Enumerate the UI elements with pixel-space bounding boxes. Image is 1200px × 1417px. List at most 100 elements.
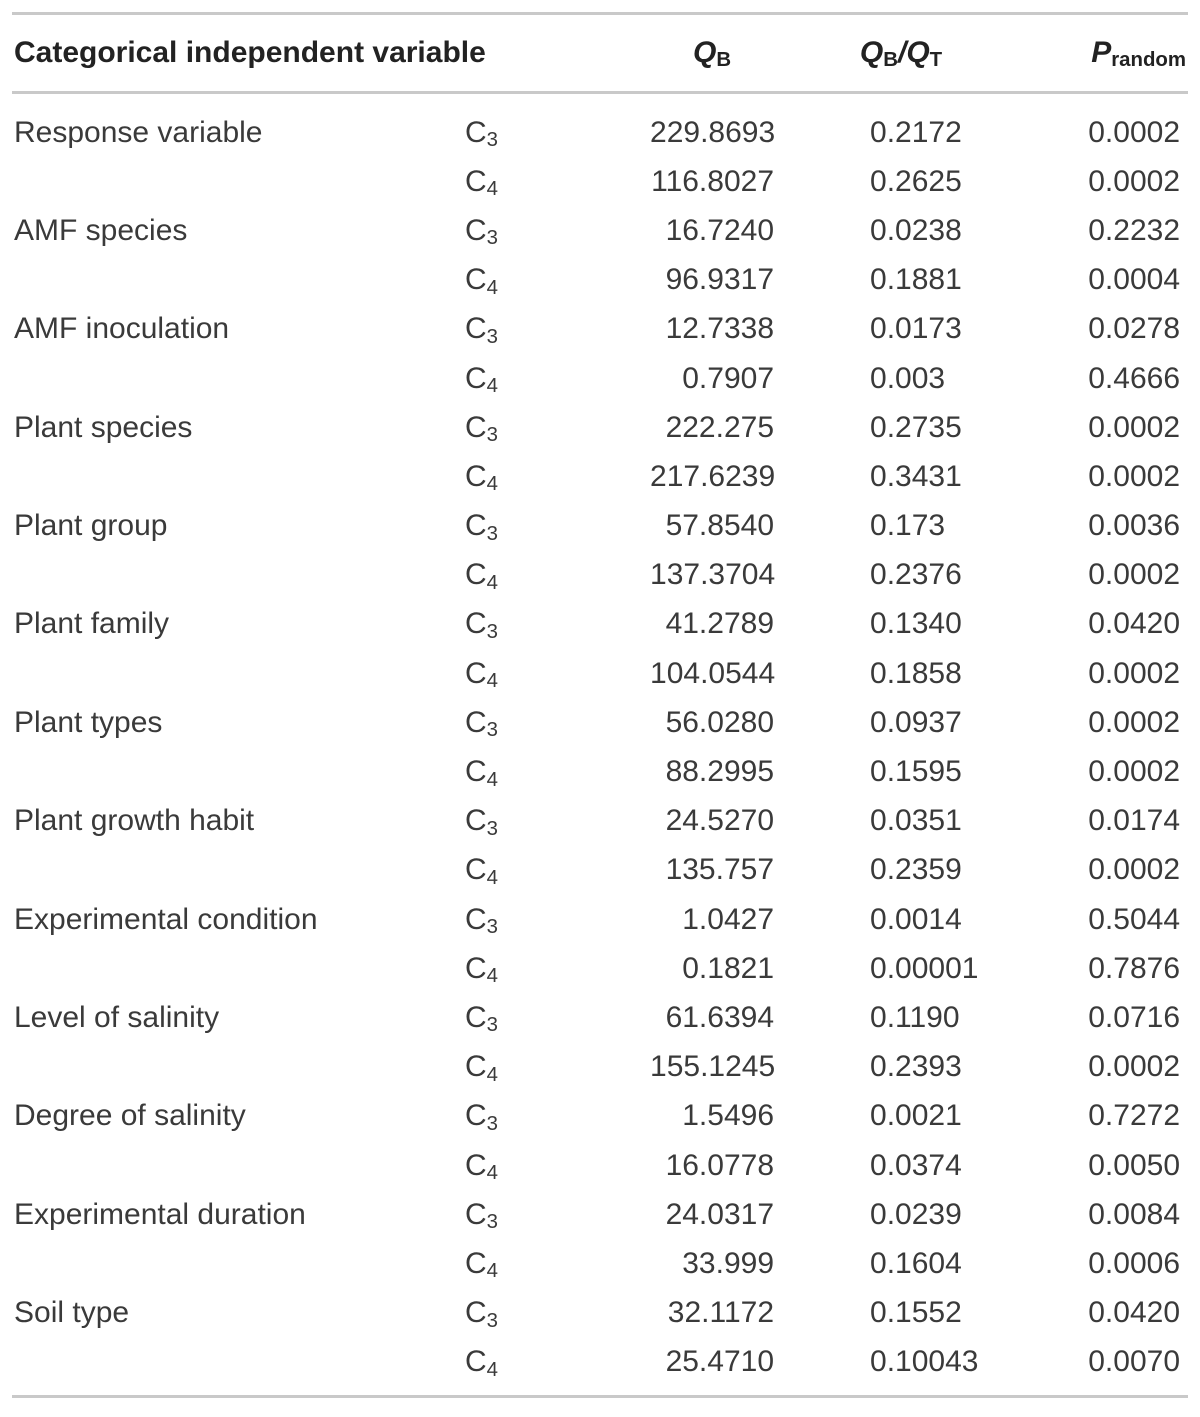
group-cell: C3 <box>465 509 499 545</box>
p-cell: 0.0004 <box>1088 263 1181 297</box>
qb-cell: 24.0317 <box>665 1197 775 1231</box>
qb-cell: 41.2789 <box>665 607 775 641</box>
qb-cell: 1.5496 <box>682 1099 775 1133</box>
p-cell: 0.0070 <box>1088 1345 1181 1379</box>
group-cell: C3 <box>465 312 499 348</box>
qb-cell: 217.6239 <box>650 459 776 493</box>
table-row: Experimental condition C3 1.0427 0.0014 0.50… <box>12 895 1188 944</box>
p-cell: 0.0050 <box>1088 1148 1181 1182</box>
p-cell: 0.0036 <box>1088 509 1181 543</box>
header-qb: QB <box>650 13 775 94</box>
table-row: AMF species C3 16.7240 0.0238 0.2232 <box>12 206 1188 255</box>
meta-analysis-table-wrap: Categorical independent variable QB QB/Q… <box>12 12 1189 1398</box>
table-row: Experimental duration C3 24.0317 0.0239 0.00… <box>12 1190 1188 1239</box>
p-cell: 0.0002 <box>1088 164 1181 198</box>
table-row: Plant species C3 222.275 0.2735 0.0002 <box>12 403 1188 452</box>
qbqt-symbol-2: Q <box>906 36 930 69</box>
group-cell: C3 <box>465 1296 499 1332</box>
variable-cell <box>12 846 465 895</box>
qbqt-cell: 0.2376 <box>870 558 962 592</box>
header-row: Categorical independent variable QB QB/Q… <box>12 13 1189 94</box>
qbqt-cell: 0.1340 <box>870 607 962 641</box>
group-cell: C4 <box>465 361 499 398</box>
group-cell: C3 <box>465 410 499 447</box>
table-row: Level of salinity C3 61.6394 0.1190 0.0716 <box>12 993 1188 1042</box>
table-row: AMF inoculation C3 12.7338 0.0173 0.0278 <box>12 305 1188 354</box>
group-cell: C4 <box>465 1345 499 1381</box>
p-cell: 0.0006 <box>1088 1246 1181 1280</box>
group-cell: C4 <box>465 1148 499 1185</box>
group-cell: C4 <box>465 558 499 594</box>
qb-cell: 229.8693 <box>650 115 776 149</box>
variable-cell: Plant species <box>14 410 193 444</box>
header-categorical-variable: Categorical independent variable <box>12 13 651 94</box>
meta-analysis-table: Categorical independent variable QB QB/Q… <box>12 12 1189 1398</box>
qb-cell: 137.3704 <box>650 558 776 592</box>
qbqt-cell: 0.1552 <box>870 1296 962 1330</box>
qb-cell: 116.8027 <box>651 164 775 198</box>
qbqt-subscript-1: B <box>883 49 898 72</box>
table-row: C4 155.1245 0.2393 0.0002 <box>12 1043 1188 1092</box>
p-cell: 0.5044 <box>1088 902 1181 936</box>
qb-cell: 25.4710 <box>665 1345 775 1379</box>
qbqt-slash: / <box>897 36 907 69</box>
table-row: Plant growth habit C3 24.5270 0.0351 0.0174 <box>12 797 1188 846</box>
qb-cell: 61.6394 <box>665 1000 775 1034</box>
variable-cell <box>12 551 465 600</box>
variable-cell <box>12 354 465 403</box>
table-header: Categorical independent variable QB QB/Q… <box>12 13 1189 94</box>
group-cell: C3 <box>465 115 499 152</box>
table-row: C4 0.7907 0.003 0.4666 <box>12 354 1188 403</box>
variable-cell: AMF inoculation <box>14 312 230 346</box>
qbqt-cell: 0.00001 <box>870 951 979 985</box>
p-cell: 0.7876 <box>1088 951 1181 985</box>
p-cell: 0.0278 <box>1088 312 1181 346</box>
group-cell: C4 <box>465 459 499 496</box>
p-cell: 0.2232 <box>1088 213 1181 247</box>
variable-cell: Plant growth habit <box>14 804 255 838</box>
group-cell: C4 <box>465 951 499 988</box>
p-cell: 0.0420 <box>1088 607 1181 641</box>
variable-cell: Level of salinity <box>14 1000 220 1034</box>
group-cell: C3 <box>465 213 499 250</box>
qb-cell: 135.757 <box>665 853 775 887</box>
p-cell: 0.0002 <box>1088 410 1181 444</box>
table-row: C4 0.1821 0.00001 0.7876 <box>12 944 1188 993</box>
p-symbol: P <box>1091 36 1112 69</box>
p-subscript: random <box>1111 49 1187 72</box>
p-cell: 0.7272 <box>1088 1099 1181 1133</box>
variable-cell: Soil type <box>14 1296 130 1330</box>
group-cell: C4 <box>465 263 499 299</box>
table-row: C4 116.8027 0.2625 0.0002 <box>12 157 1188 206</box>
variable-cell <box>12 1239 465 1288</box>
qb-cell: 0.7907 <box>682 361 775 395</box>
variable-cell <box>12 157 465 206</box>
table-row: Plant types C3 56.0280 0.0937 0.0002 <box>12 698 1188 747</box>
variable-cell: AMF species <box>14 213 188 247</box>
table-row: Plant group C3 57.8540 0.173 0.0036 <box>12 502 1188 551</box>
group-cell: C3 <box>465 804 499 840</box>
qbqt-cell: 0.2393 <box>870 1050 962 1084</box>
qb-cell: 16.0778 <box>665 1148 775 1182</box>
qb-cell: 155.1245 <box>650 1050 776 1084</box>
qbqt-cell: 0.0021 <box>870 1099 962 1133</box>
variable-cell: Plant types <box>14 705 163 739</box>
qb-symbol: Q <box>692 36 717 69</box>
qbqt-cell: 0.2625 <box>870 164 962 198</box>
qbqt-cell: 0.0374 <box>870 1148 962 1182</box>
p-cell: 0.0002 <box>1088 1050 1181 1084</box>
group-cell: C4 <box>465 1246 499 1283</box>
qb-cell: 1.0427 <box>682 902 775 936</box>
group-cell: C4 <box>465 853 499 889</box>
table-row: Degree of salinity C3 1.5496 0.0021 0.7272 <box>12 1092 1188 1141</box>
group-cell: C4 <box>465 656 499 693</box>
group-cell: C3 <box>465 705 499 742</box>
p-cell: 0.0002 <box>1088 459 1181 493</box>
qbqt-cell: 0.0351 <box>870 804 962 838</box>
table-row: Plant family C3 41.2789 0.1340 0.0420 <box>12 600 1188 649</box>
p-cell: 0.0002 <box>1088 558 1181 592</box>
variable-cell: Degree of salinity <box>14 1099 246 1133</box>
qb-cell: 33.999 <box>682 1246 775 1280</box>
table-row: Soil type C3 32.1172 0.1552 0.0420 <box>12 1289 1188 1338</box>
p-cell: 0.0002 <box>1088 705 1181 739</box>
